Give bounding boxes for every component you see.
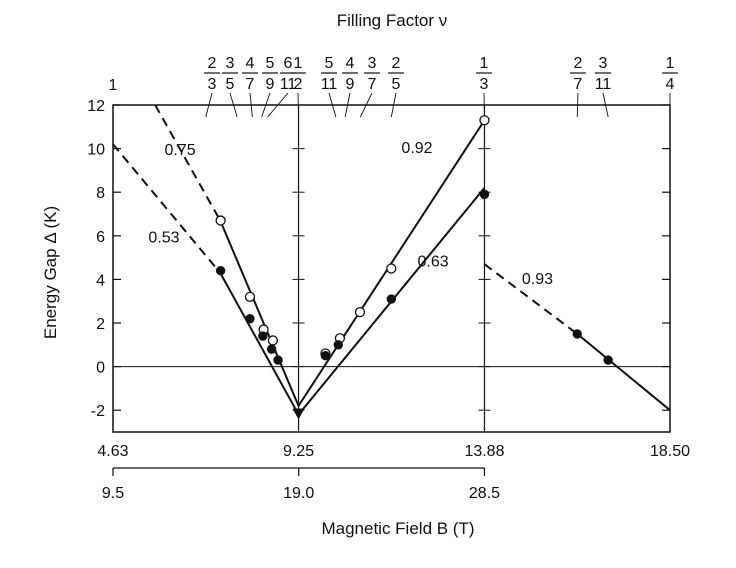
chart-title: Filling Factor ν [337, 11, 448, 30]
slope-annotation: 0.93 [522, 271, 553, 288]
slope-annotation: 0.75 [164, 142, 195, 159]
x-axis-field: 9.5 19.0 28.5 [102, 467, 500, 502]
filling-factor-denominator: 11 [321, 76, 338, 93]
data-point-triangle [292, 408, 305, 420]
filling-factor-numerator: 5 [325, 55, 334, 72]
slope-annotations: 0.75 0.53 0.92 0.63 0.93 [148, 140, 553, 288]
plot-frame-rect [112, 104, 671, 433]
fit-line [297, 119, 486, 407]
y-tick-label: 6 [96, 229, 105, 246]
data-point-filled [603, 355, 613, 365]
data-point-open [354, 306, 366, 318]
fit-line [154, 104, 222, 222]
filling-factor-denominator: 3 [208, 76, 217, 93]
y-axis-label: Energy Gap Δ (K) [41, 206, 60, 339]
fit-line [112, 143, 221, 274]
slope-annotation: 0.63 [417, 253, 448, 270]
data-point-open [267, 335, 278, 346]
data-point-open [244, 291, 256, 302]
x-axis-effective: 4.63 9.25 13.88 18.50 [97, 443, 690, 460]
data-point-filled [320, 351, 331, 361]
filling-factor-numerator: 1 [480, 55, 489, 72]
filling-factor-denominator: 7 [246, 76, 255, 93]
filling-factor-numerator: 3 [368, 55, 377, 72]
filling-factor-numerator: 4 [346, 55, 355, 72]
data-point-filled [479, 189, 490, 200]
filling-factor-denominator: 9 [266, 76, 275, 93]
filling-factor-numerator: 1 [666, 55, 675, 72]
x-tick-label-effective: 9.25 [283, 443, 314, 460]
data-point-filled [273, 355, 283, 365]
slope-annotation: 0.53 [148, 229, 179, 246]
data-point-open [386, 263, 397, 274]
filling-factor-numerator: 5 [266, 55, 275, 72]
filling-factor-numerator: 2 [574, 55, 583, 72]
data-point-filled [215, 265, 226, 276]
fit-lines [112, 104, 671, 416]
filling-factor-denominator: 4 [666, 76, 675, 93]
filling-factor-numerator: 3 [226, 55, 235, 72]
x-tick-label-effective: 4.63 [97, 443, 128, 460]
y-tick-label: 0 [96, 360, 105, 377]
fit-line [219, 272, 300, 416]
slope-annotation: 0.92 [401, 140, 432, 157]
filling-factor-denominator: 11 [280, 76, 297, 93]
filling-factor-denominator: 3 [480, 76, 489, 93]
filling-factor-numerator: 1 [294, 55, 303, 72]
data-point-filled [266, 344, 277, 354]
field-axis-tick-label: 19.0 [283, 485, 314, 502]
field-axis-tick-label: 9.5 [102, 485, 124, 502]
filling-factor-denominator: 5 [392, 76, 401, 93]
y-axis: -2 0 2 4 6 8 10 12 [87, 98, 670, 420]
data-point-filled [258, 331, 268, 341]
filling-factor-numerator: 2 [208, 55, 217, 72]
y-tick-label: 10 [87, 142, 105, 159]
y-tick-label: 4 [96, 272, 105, 289]
filling-factor-denominator: 9 [346, 76, 355, 93]
filling-factor-denominator: 5 [226, 76, 235, 93]
data-point-filled [572, 329, 582, 339]
x-tick-label-effective: 13.88 [464, 443, 504, 460]
data-point-open [479, 115, 490, 126]
filling-factor-label: 1 [109, 77, 118, 94]
y-tick-label: 8 [96, 185, 105, 202]
x-tick-label-effective: 18.50 [650, 443, 690, 460]
filling-factor-denominator: 7 [574, 76, 583, 93]
filling-factor-denominator: 11 [595, 76, 612, 93]
data-point-filled [386, 294, 396, 304]
filling-factor-numerator: 2 [392, 55, 401, 72]
filling-factor-numerator: 6 [284, 55, 293, 72]
filling-factor-denominator: 2 [294, 76, 303, 93]
filling-factor-numerator: 3 [599, 55, 608, 72]
y-tick-label: 2 [96, 316, 105, 333]
y-tick-label: 12 [87, 98, 105, 115]
data-point-open [215, 215, 226, 226]
y-tick-label: -2 [91, 403, 105, 420]
fit-line [576, 333, 671, 411]
plot-frame [112, 104, 671, 433]
data-point-filled [245, 313, 255, 324]
data-point-filled [333, 340, 343, 350]
filling-factor-numerator: 4 [246, 55, 255, 72]
fit-line [483, 263, 578, 335]
field-axis-tick-label: 28.5 [469, 485, 500, 502]
filling-factor-denominator: 7 [368, 76, 377, 93]
fit-line [219, 220, 300, 407]
x-axis-label: Magnetic Field B (T) [321, 519, 474, 538]
